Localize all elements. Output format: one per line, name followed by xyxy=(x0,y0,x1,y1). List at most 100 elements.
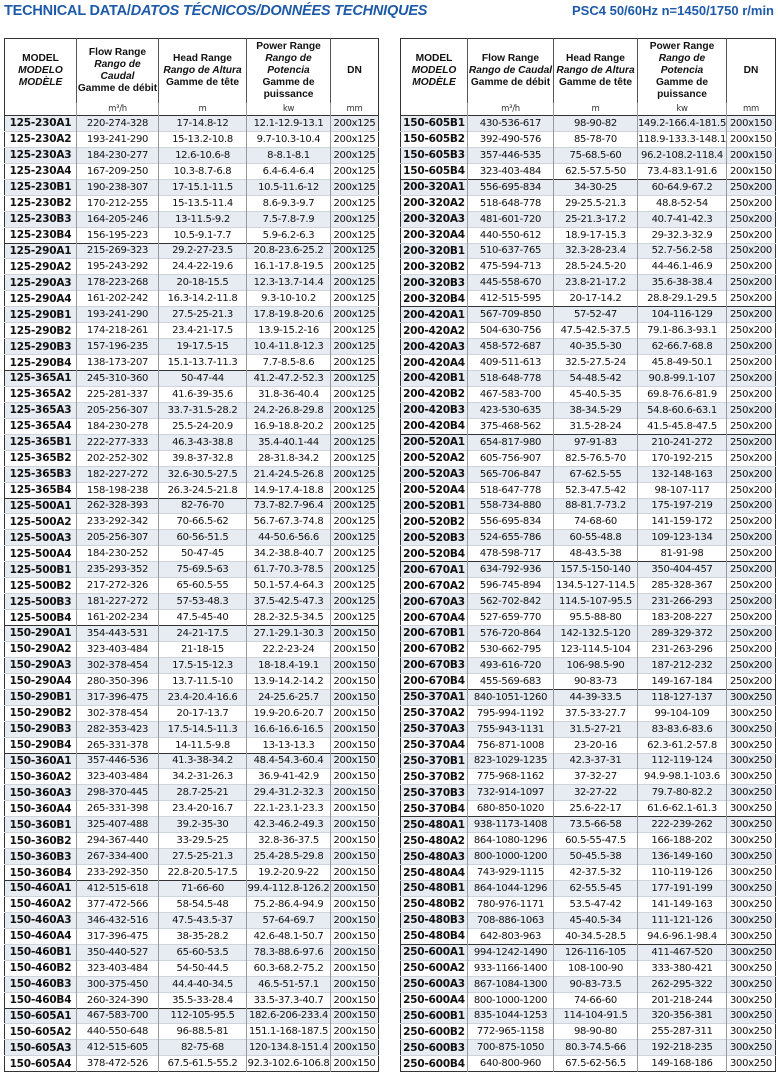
cell-power-range: 27.1-29.1-30.3 xyxy=(246,625,331,642)
cell-dn: 250x200 xyxy=(726,497,776,514)
cell-dn: 250x200 xyxy=(726,625,776,642)
cell-power-range: 73.4-83.1-91.6 xyxy=(637,162,727,180)
cell-power-range: 192-218-235 xyxy=(637,1039,727,1056)
cell-flow-range: 265-331-398 xyxy=(76,800,159,817)
cell-flow-range: 455-569-683 xyxy=(467,672,554,690)
cell-dn: 200x125 xyxy=(330,385,379,403)
cell-flow-range: 184-230-277 xyxy=(76,146,159,164)
table-row: 200-670A2 596-745-894 134.5-127-114.5 285-3… xyxy=(400,577,776,594)
cell-flow-range: 795-994-1192 xyxy=(467,704,554,722)
cell-power-range: 16.9-18.8-20.2 xyxy=(246,417,331,435)
cell-flow-range: 193-241-290 xyxy=(76,306,159,323)
cell-power-range: 75.2-86.4-94.9 xyxy=(246,895,331,913)
cell-dn: 200x150 xyxy=(330,895,379,913)
cell-head-range: 17.5-14.5-11.3 xyxy=(158,720,247,738)
cell-head-range: 28.5-24.5-20 xyxy=(553,258,638,275)
cell-model: 150-290A1 xyxy=(4,625,77,642)
cell-power-range: 61.6-62.1-61.3 xyxy=(637,800,727,817)
cell-head-range: 27.5-25-21.3 xyxy=(158,848,247,865)
cell-head-range: 23.4-21-17.5 xyxy=(158,322,247,339)
table-row: 200-520A3 565-706-847 67-62.5-55 132-148-16… xyxy=(400,465,776,483)
cell-power-range: 201-218-244 xyxy=(637,991,727,1008)
cell-flow-range: 430-536-617 xyxy=(467,115,554,132)
cell-model: 250-480B4 xyxy=(400,927,468,945)
cell-head-range: 10.3-8.7-6.8 xyxy=(158,162,247,180)
cell-head-range: 57-53-48.3 xyxy=(158,593,247,610)
cell-flow-range: 938-1173-1408 xyxy=(467,816,554,833)
cell-dn: 300x250 xyxy=(726,848,776,865)
cell-power-range: 175-197-219 xyxy=(637,497,727,514)
cell-power-range: 118.9-133.3-148.1 xyxy=(637,130,727,148)
cell-model: 125-230A3 xyxy=(4,146,77,164)
header-label-fr: Gamme de tête xyxy=(165,77,240,88)
cell-flow-range: 346-432-516 xyxy=(76,911,159,929)
cell-flow-range: 558-734-880 xyxy=(467,497,554,514)
cell-dn: 250x200 xyxy=(726,194,776,212)
cell-model: 200-320B2 xyxy=(400,258,468,275)
cell-dn: 250x200 xyxy=(726,417,776,435)
cell-flow-range: 164-205-246 xyxy=(76,210,159,228)
cell-head-range: 82-75-68 xyxy=(158,1039,247,1056)
cell-dn: 300x250 xyxy=(726,688,776,706)
cell-flow-range: 170-212-255 xyxy=(76,194,159,212)
cell-flow-range: 302-378-454 xyxy=(76,704,159,722)
table-row: 150-605B1 430-536-617 98-90-82 149.2-166.4-… xyxy=(400,115,776,132)
cell-head-range: 24-21-17.5 xyxy=(158,625,247,642)
table-row: 250-600A3 867-1084-1300 90-83-73.5 262-295-… xyxy=(400,975,776,993)
unit-model xyxy=(5,103,77,116)
cell-model: 250-600B1 xyxy=(400,1007,468,1024)
cell-dn: 200x125 xyxy=(330,609,379,626)
cell-model: 150-360A2 xyxy=(4,768,77,785)
cell-head-range: 62-55.5-45 xyxy=(553,880,638,897)
cell-flow-range: 167-209-250 xyxy=(76,162,159,180)
table-row: 250-480A4 743-929-1115 42-37.5-32 110-119-1… xyxy=(400,864,776,881)
table-row: 250-370A1 840-1051-1260 44-39-33.5 118-127-… xyxy=(400,688,776,706)
cell-model: 125-365A2 xyxy=(4,385,77,403)
table-row: 125-365A3 205-256-307 33.7-31.5-28.2 24.2-2… xyxy=(4,401,379,419)
cell-head-range: 21-18-15 xyxy=(158,640,247,658)
cell-dn: 250x200 xyxy=(726,577,776,594)
table-row: 200-420A2 504-630-756 47.5-42.5-37.5 79.1-8… xyxy=(400,322,776,339)
cell-flow-range: 156-195-223 xyxy=(76,226,159,243)
cell-head-range: 67.5-61.5-55.2 xyxy=(158,1055,247,1072)
cell-dn: 250x200 xyxy=(726,593,776,610)
cell-flow-range: 994-1242-1490 xyxy=(467,943,554,961)
unit-power-range: kw xyxy=(246,103,331,116)
cell-dn: 200x150 xyxy=(330,959,379,977)
table-row: 200-420B2 467-583-700 45-40.5-35 69.8-76.6-… xyxy=(400,385,776,403)
table-row: 200-520A4 518-647-778 52.3-47.5-42 98-107-1… xyxy=(400,481,776,498)
cell-flow-range: 700-875-1050 xyxy=(467,1039,554,1056)
cell-head-range: 20-17-14.2 xyxy=(553,290,638,307)
cell-model: 200-420B3 xyxy=(400,401,468,419)
table-row: 150-290B1 317-396-475 23.4-20.4-16.6 24-25.… xyxy=(4,688,379,706)
cell-power-range: 187-212-232 xyxy=(637,656,727,674)
cell-model: 200-420B2 xyxy=(400,385,468,403)
cell-model: 250-600A1 xyxy=(400,943,468,961)
cell-flow-range: 423-530-635 xyxy=(467,401,554,419)
cell-dn: 200x150 xyxy=(726,115,776,132)
cell-power-range: 24-25.6-25.7 xyxy=(246,688,331,706)
cell-flow-range: 478-598-717 xyxy=(467,545,554,562)
cell-head-range: 50-45.5-38 xyxy=(553,848,638,865)
cell-head-range: 38-35-28.2 xyxy=(158,927,247,945)
table-row: 125-500A1 262-328-393 82-76-70 73.7-82.7-96… xyxy=(4,497,379,514)
cell-dn: 200x150 xyxy=(330,911,379,929)
cell-dn: 250x200 xyxy=(726,433,776,451)
cell-power-range: 35.6-38-38.4 xyxy=(637,274,727,291)
cell-head-range: 73.5-66-58 xyxy=(553,816,638,833)
cell-model: 125-230A4 xyxy=(4,162,77,180)
cell-flow-range: 562-702-842 xyxy=(467,593,554,610)
cell-flow-range: 267-334-400 xyxy=(76,848,159,865)
cell-head-range: 134.5-127-114.5 xyxy=(553,577,638,594)
cell-head-range: 88-81.7-73.2 xyxy=(553,497,638,514)
cell-head-range: 15.1-13.7-11.3 xyxy=(158,354,247,371)
cell-dn: 250x200 xyxy=(726,545,776,562)
header-label-en: Flow Range xyxy=(481,53,540,64)
cell-flow-range: 217-272-326 xyxy=(76,577,159,594)
cell-power-range: 54.8-60.6-63.1 xyxy=(637,401,727,419)
cell-power-range: 81-91-98 xyxy=(637,545,727,562)
cell-dn: 200x150 xyxy=(330,752,379,769)
cell-power-range: 60.3-68.2-75.2 xyxy=(246,959,331,977)
cell-power-range: 52.7-56.2-58 xyxy=(637,242,727,259)
cell-head-range: 37.5-33-27.7 xyxy=(553,704,638,722)
